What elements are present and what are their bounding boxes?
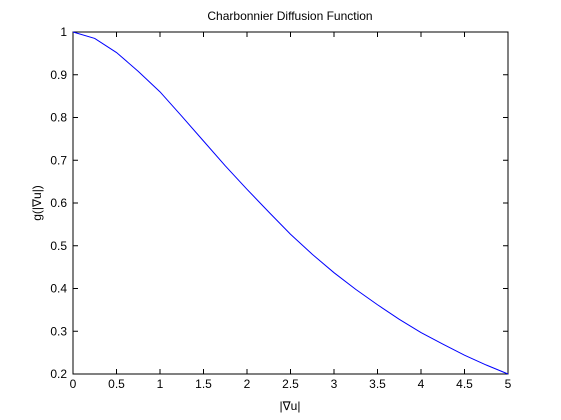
y-tick-label: 0.2: [50, 367, 67, 381]
x-tick-label: 4: [418, 377, 425, 391]
x-tick-label: 2.5: [282, 377, 299, 391]
x-axis-label: |∇u|: [280, 399, 301, 413]
x-tick-label: 1: [157, 377, 164, 391]
y-tick-label: 0.9: [50, 68, 67, 82]
x-tick-label: 4.5: [456, 377, 473, 391]
y-tick-label: 0.7: [50, 153, 67, 167]
x-tick-label: 0: [70, 377, 77, 391]
axis-ticks: 0 0.5 1 1.5 2 2.5 3 3.5 4 4.5 5 0.2 0.3 0.4 0.5 0.6 0.7 0…: [50, 25, 511, 391]
chart-title: Charbonnier Diffusion Function: [207, 9, 372, 23]
y-tick-label: 0.3: [50, 324, 67, 338]
y-tick-label: 0.5: [50, 239, 67, 253]
x-tick-label: 3.5: [369, 377, 386, 391]
x-tick-label: 5: [505, 377, 512, 391]
y-tick-label: 0.8: [50, 111, 67, 125]
y-axis-label: g(|∇u|): [30, 185, 44, 221]
y-tick-label: 0.4: [50, 282, 67, 296]
x-tick-label: 3: [331, 377, 338, 391]
y-tick-label: 0.6: [50, 196, 67, 210]
plot-area: [72, 31, 509, 375]
x-tick-label: 2: [244, 377, 251, 391]
x-tick-label: 0.5: [108, 377, 125, 391]
y-tick-label: 1: [60, 25, 67, 39]
series-line: [72, 31, 509, 375]
x-tick-label: 1.5: [195, 377, 212, 391]
